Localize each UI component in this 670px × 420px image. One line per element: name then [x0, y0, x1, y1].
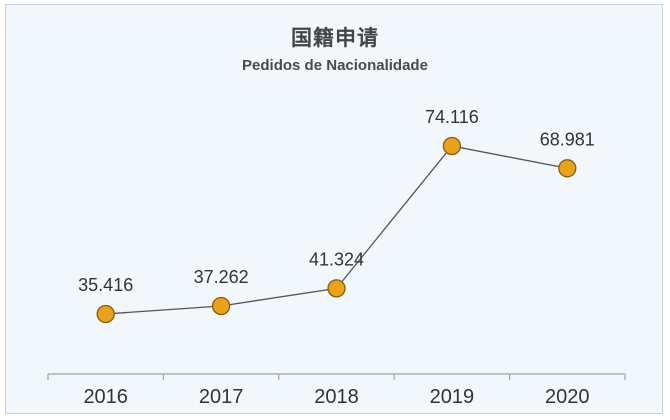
data-label: 68.981	[540, 129, 595, 149]
x-tick-label: 2017	[199, 386, 244, 408]
data-point	[558, 159, 577, 178]
x-tick-label: 2016	[83, 386, 128, 408]
data-label: 74.116	[425, 107, 479, 127]
x-tick-label: 2020	[545, 386, 590, 408]
data-point	[442, 136, 462, 156]
data-point	[211, 296, 231, 316]
chart-frame	[5, 4, 663, 414]
data-point	[327, 279, 346, 298]
data-label: 41.324	[309, 249, 364, 269]
data-point	[96, 304, 115, 324]
data-label: 37.262	[194, 267, 249, 287]
x-tick-label: 2018	[314, 386, 359, 408]
data-label: 35.416	[78, 275, 133, 295]
chart-subtitle: Pedidos de Nacionalidade	[242, 57, 428, 74]
chart-title: 国籍申请	[291, 26, 379, 50]
x-tick-label: 2019	[430, 386, 475, 408]
